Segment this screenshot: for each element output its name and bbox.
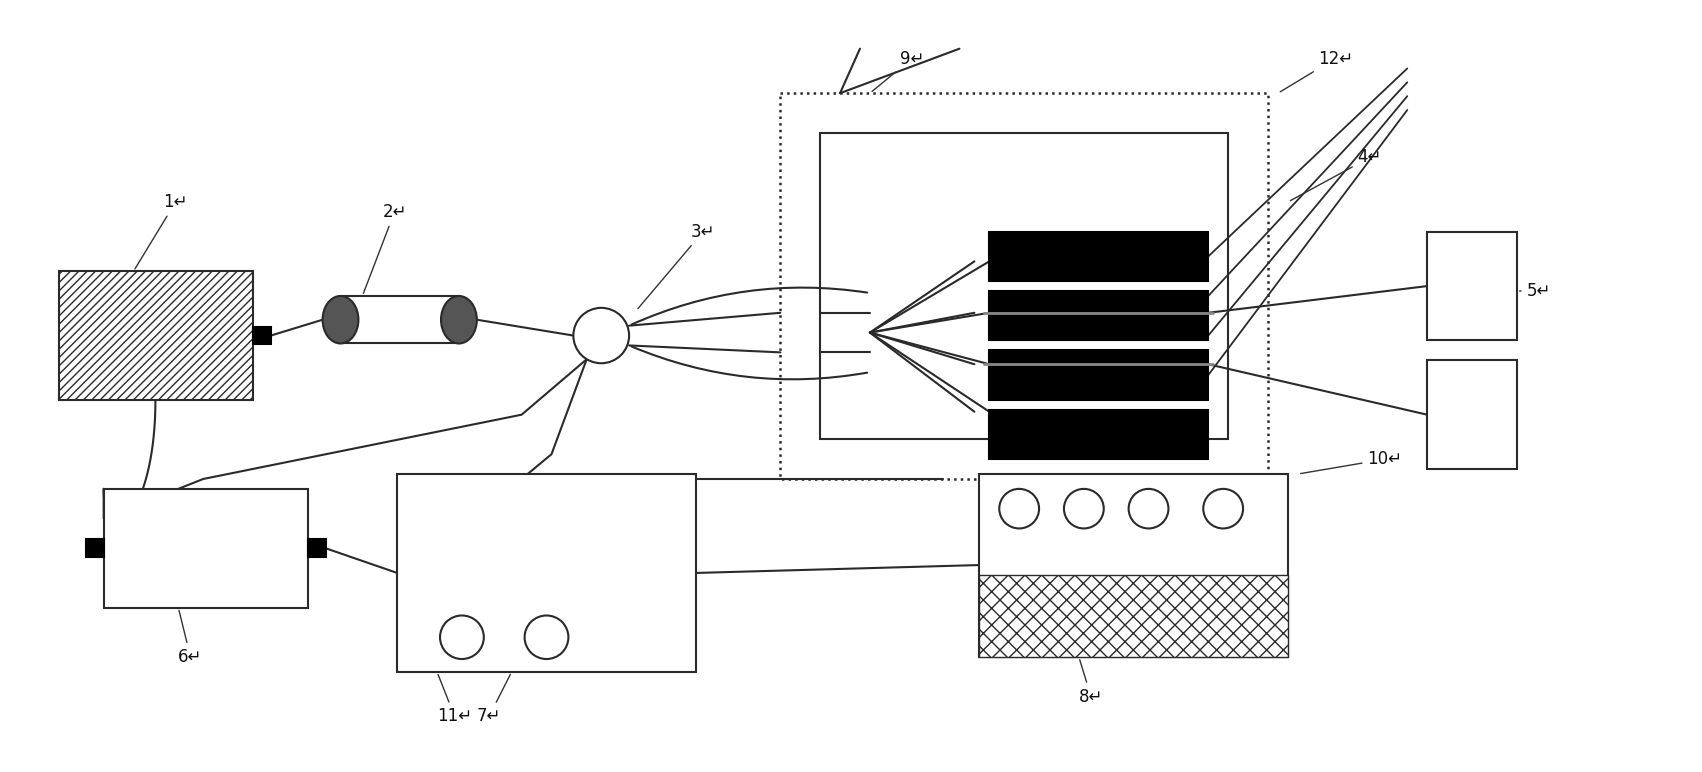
Text: 10↵: 10↵	[1300, 450, 1402, 473]
Ellipse shape	[441, 296, 477, 344]
Circle shape	[574, 308, 630, 364]
Text: 9↵: 9↵	[871, 49, 924, 91]
Bar	[1428, 361, 1516, 469]
Ellipse shape	[323, 296, 359, 344]
Text: 7↵: 7↵	[477, 675, 511, 726]
Text: 6↵: 6↵	[179, 611, 203, 666]
Bar	[989, 291, 1208, 340]
Bar	[989, 232, 1208, 281]
Bar	[104, 489, 308, 608]
Circle shape	[1203, 489, 1242, 529]
Bar	[308, 540, 325, 557]
Circle shape	[1064, 489, 1105, 529]
Bar	[820, 133, 1229, 439]
Bar	[989, 410, 1208, 459]
Text: 1↵: 1↵	[134, 193, 187, 269]
Bar	[979, 474, 1288, 657]
Bar	[85, 540, 104, 557]
Text: 2↵: 2↵	[364, 203, 407, 293]
Text: 3↵: 3↵	[638, 222, 715, 309]
Text: 11↵: 11↵	[437, 675, 471, 726]
Circle shape	[999, 489, 1040, 529]
Bar	[1428, 232, 1516, 340]
Bar	[254, 327, 271, 344]
Text: 12↵: 12↵	[1280, 49, 1353, 92]
Bar	[397, 474, 696, 672]
Text: 5↵: 5↵	[1520, 282, 1551, 300]
Text: 4↵: 4↵	[1290, 148, 1382, 201]
Circle shape	[441, 615, 483, 659]
Bar	[60, 271, 254, 400]
Bar	[979, 574, 1288, 657]
Bar	[989, 350, 1208, 400]
Bar	[340, 296, 460, 344]
Circle shape	[1128, 489, 1169, 529]
Text: 8↵: 8↵	[1079, 660, 1103, 706]
Circle shape	[524, 615, 568, 659]
Bar	[780, 93, 1268, 479]
